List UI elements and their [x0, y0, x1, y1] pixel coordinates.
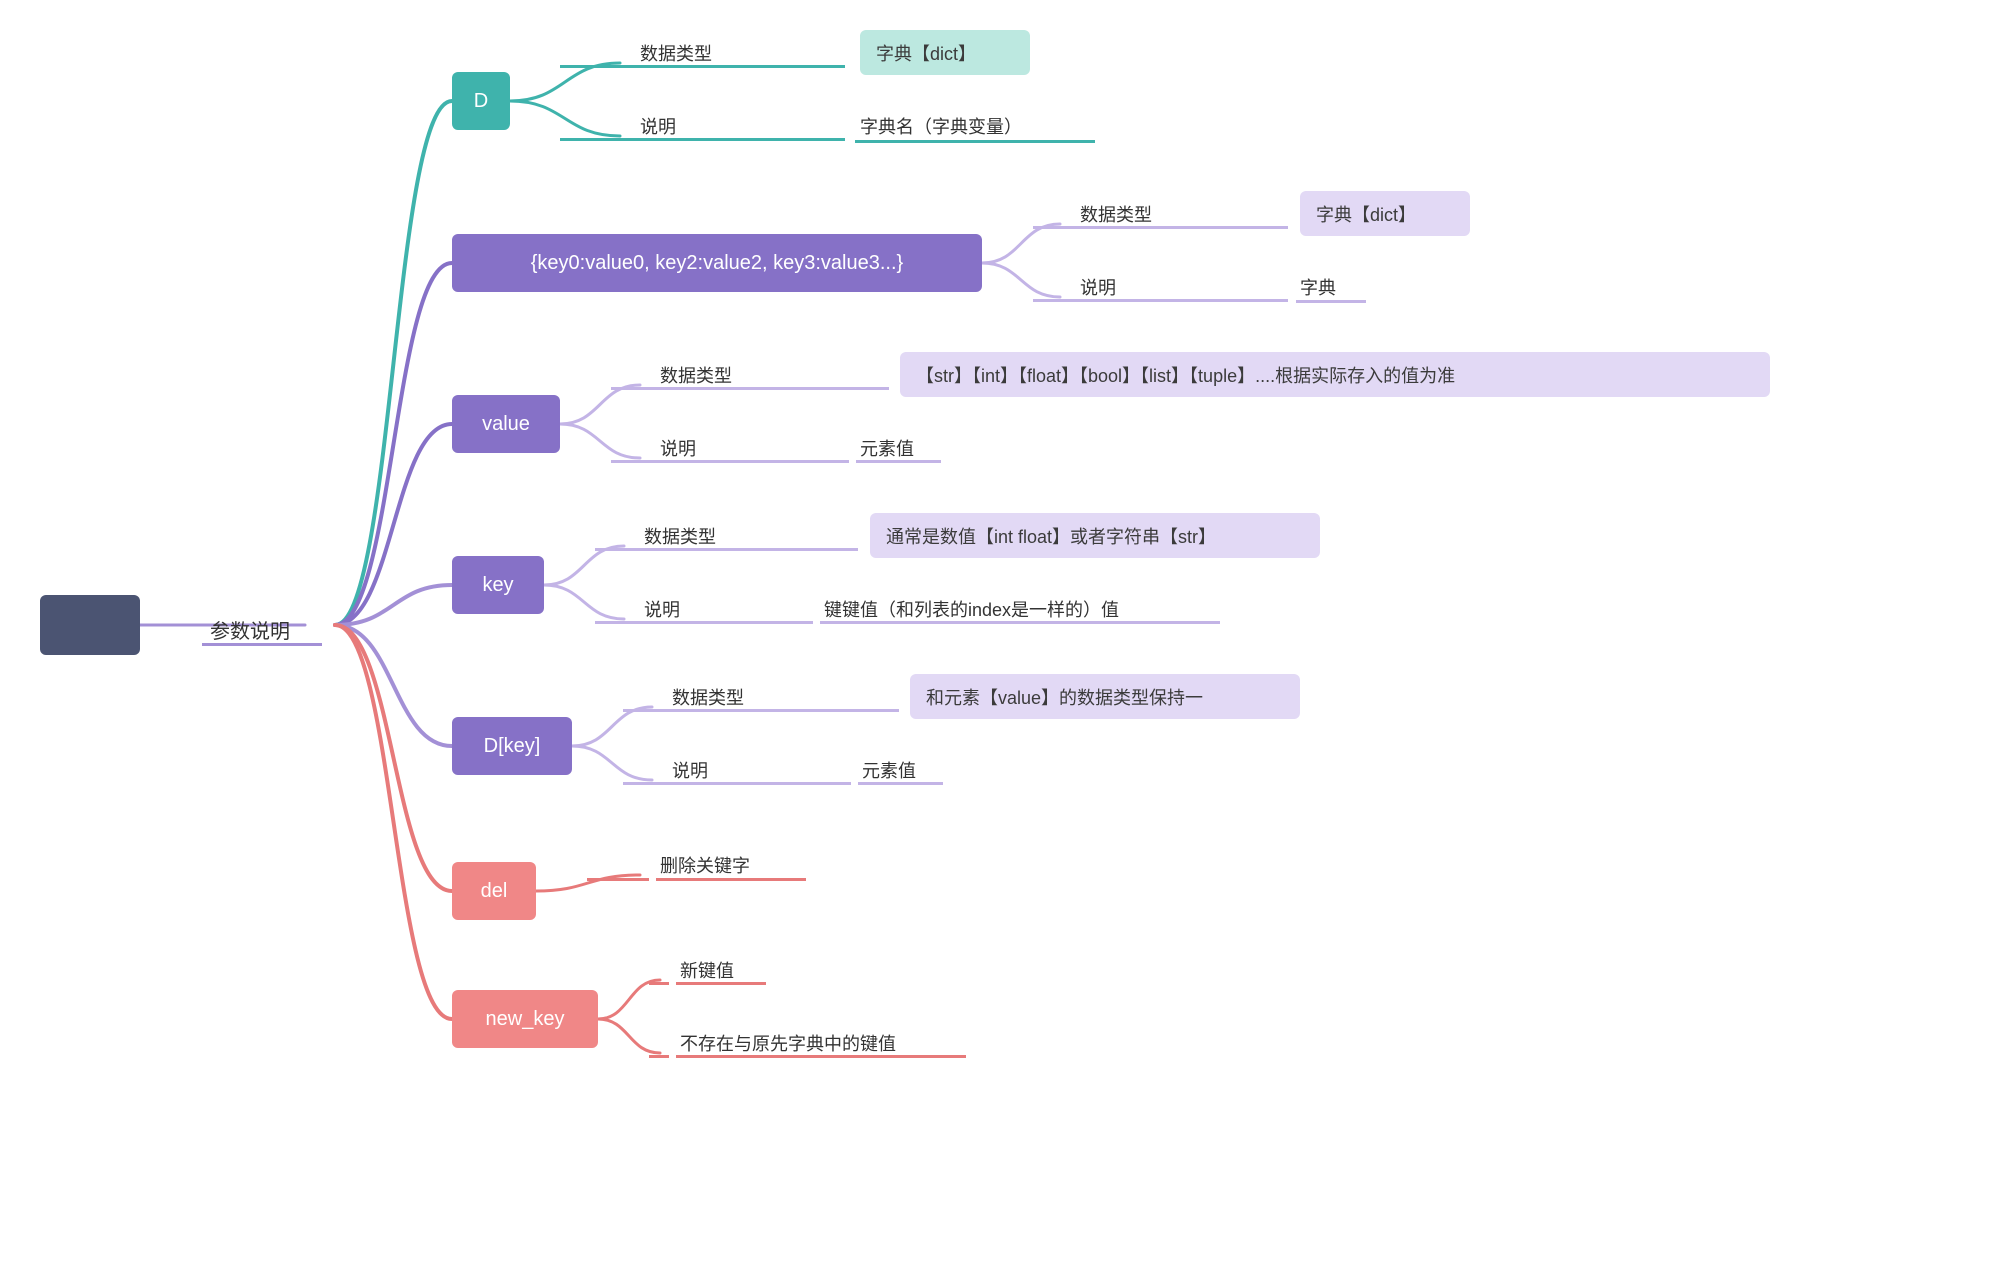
branch-node-dict-literal: {key0:value0, key2:value2, key3:value3..… — [452, 234, 982, 292]
leaf-box: 字典【dict】 — [1300, 191, 1470, 236]
child-label: 数据类型 — [672, 684, 744, 710]
leaf-underline — [1296, 300, 1366, 303]
mid-underline — [560, 65, 845, 68]
branch-node-D: D — [452, 72, 510, 130]
mid-underline — [623, 782, 851, 785]
root-underline — [202, 643, 322, 646]
child-label: 数据类型 — [644, 523, 716, 549]
mid-underline — [649, 1055, 669, 1058]
branch-node-value: value — [452, 395, 560, 453]
child-label: 说明 — [672, 757, 708, 783]
connector-lines — [0, 0, 1996, 1280]
mid-underline — [623, 709, 899, 712]
child-label: 说明 — [660, 435, 696, 461]
mid-underline — [587, 878, 649, 881]
leaf-underline — [676, 1055, 966, 1058]
leaf-text: 字典 — [1300, 274, 1336, 300]
branch-node-new_key: new_key — [452, 990, 598, 1048]
leaf-box: 和元素【value】的数据类型保持一 — [910, 674, 1300, 719]
leaf-box: 字典【dict】 — [860, 30, 1030, 75]
leaf-underline — [855, 140, 1095, 143]
mid-underline — [595, 548, 858, 551]
mid-underline — [1033, 226, 1288, 229]
leaf-underline — [676, 982, 766, 985]
mid-underline — [649, 982, 669, 985]
leaf-text: 元素值 — [860, 435, 914, 461]
leaf-underline — [820, 621, 1220, 624]
root-node — [40, 595, 140, 655]
leaf-text: 元素值 — [862, 757, 916, 783]
mid-underline — [611, 460, 849, 463]
branch-node-del: del — [452, 862, 536, 920]
mindmap-diagram: 参数说明D数据类型字典【dict】说明字典名（字典变量）{key0:value0… — [0, 0, 1996, 1280]
leaf-box: 【str】【int】【float】【bool】【list】【tuple】....… — [900, 352, 1770, 397]
child-label: 说明 — [640, 113, 676, 139]
leaf-text: 字典名（字典变量） — [860, 113, 1022, 139]
child-label: 说明 — [1080, 274, 1116, 300]
leaf-box: 通常是数值【int float】或者字符串【str】 — [870, 513, 1320, 558]
root-label: 参数说明 — [210, 615, 290, 644]
mid-underline — [560, 138, 845, 141]
child-label: 数据类型 — [660, 362, 732, 388]
leaf-underline — [858, 782, 943, 785]
leaf-text: 不存在与原先字典中的键值 — [680, 1030, 896, 1056]
child-label: 数据类型 — [1080, 201, 1152, 227]
leaf-text: 新键值 — [680, 957, 734, 983]
leaf-underline — [656, 878, 806, 881]
leaf-text: 删除关键字 — [660, 852, 750, 878]
branch-node-key: key — [452, 556, 544, 614]
leaf-text: 键键值（和列表的index是一样的）值 — [824, 596, 1119, 622]
mid-underline — [1033, 299, 1288, 302]
mid-underline — [611, 387, 889, 390]
child-label: 说明 — [644, 596, 680, 622]
child-label: 数据类型 — [640, 40, 712, 66]
mid-underline — [595, 621, 813, 624]
leaf-underline — [856, 460, 941, 463]
branch-node-Dkey: D[key] — [452, 717, 572, 775]
